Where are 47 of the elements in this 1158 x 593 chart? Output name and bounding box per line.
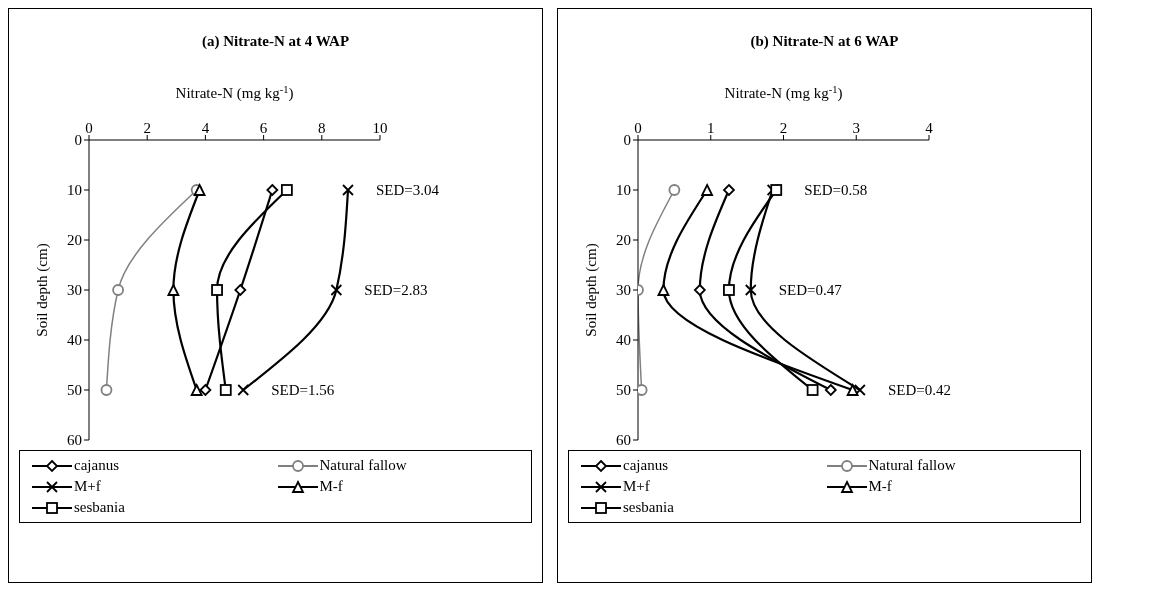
annotation: SED=3.04 [375, 182, 440, 198]
x-tick-label: 0 [634, 120, 642, 136]
y-tick-label: 60 [67, 432, 82, 449]
annotation: SED=1.56 [271, 382, 335, 398]
x-tick-label: 3 [852, 120, 860, 136]
chart-title: (a) Nitrate-N at 4 WAP [200, 33, 351, 50]
y-axis-title: Soil depth (cm) [583, 243, 600, 337]
legend-label: M-f [319, 478, 343, 495]
annotation: SED=0.58 [804, 182, 868, 198]
y-tick-label: 30 [616, 282, 631, 299]
annotation: SED=0.47 [778, 282, 843, 298]
x-tick-label: 2 [779, 120, 788, 136]
x-tick-label: 6 [259, 120, 268, 136]
y-tick-label: 40 [616, 332, 631, 349]
y-tick-label: 0 [623, 132, 631, 149]
x-tick-label: 2 [143, 120, 151, 136]
annotation: SED=0.42 [887, 382, 951, 398]
x-axis-title: Nitrate-N (mg kg$^{-1}$) [724, 83, 843, 102]
legend-label: Natural fallow [319, 457, 407, 474]
y-tick-label: 10 [67, 182, 82, 199]
legend-label: M-f [868, 478, 892, 495]
chart-title: (b) Nitrate-N at 6 WAP [749, 33, 900, 50]
y-tick-label: 60 [616, 432, 631, 449]
x-tick-label: 0 [85, 120, 93, 136]
x-tick-label: 10 [372, 120, 388, 136]
x-tick-label: 8 [318, 120, 326, 136]
y-tick-label: 0 [74, 132, 82, 149]
y-tick-label: 10 [616, 182, 631, 199]
y-tick-label: 20 [67, 232, 82, 249]
y-tick-label: 50 [67, 382, 82, 399]
legend-label: sesbania [623, 499, 674, 516]
x-tick-label: 4 [925, 120, 934, 136]
legend-label: M+f [623, 478, 650, 495]
annotation: SED=2.83 [364, 282, 428, 298]
x-axis-title: Nitrate-N (mg kg$^{-1}$) [175, 83, 294, 102]
y-tick-label: 40 [67, 332, 82, 349]
legend-label: cajanus [74, 457, 119, 474]
y-tick-label: 30 [67, 282, 82, 299]
x-tick-label: 4 [201, 120, 210, 136]
legend-label: Natural fallow [868, 457, 956, 474]
legend-label: M+f [74, 478, 101, 495]
y-axis-title: Soil depth (cm) [34, 243, 51, 337]
y-tick-label: 50 [616, 382, 631, 399]
legend-label: cajanus [623, 457, 668, 474]
legend-label: sesbania [74, 499, 125, 516]
x-tick-label: 1 [707, 120, 715, 136]
y-tick-label: 20 [616, 232, 631, 249]
